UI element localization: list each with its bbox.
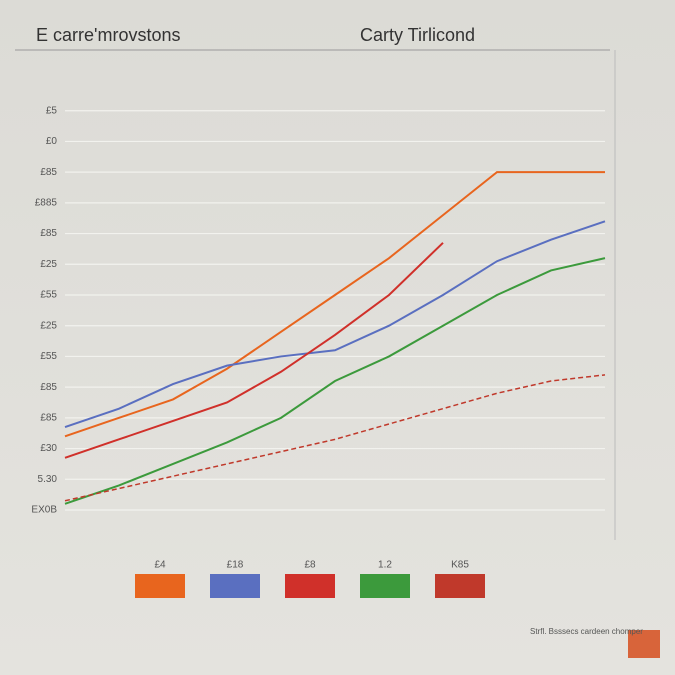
- series-line: [64, 257, 606, 505]
- note: Strfl. Bsssecs cardeen chomper: [530, 627, 643, 636]
- y-tick-label: £0: [46, 136, 58, 147]
- series-line: [64, 242, 444, 459]
- legend-swatch: [435, 574, 485, 598]
- y-tick-label: £85: [40, 412, 57, 423]
- y-tick-label: £85: [40, 228, 57, 239]
- legend-label: £8: [304, 560, 316, 571]
- series-line: [64, 220, 606, 429]
- series-line: [64, 374, 606, 502]
- legend-label: K85: [451, 560, 469, 571]
- chart-title: Carty Tirlicond: [360, 25, 475, 45]
- series-line: [64, 171, 605, 438]
- legend-swatch: [210, 574, 260, 598]
- y-tick-label: £55: [40, 351, 57, 362]
- y-tick-label: £25: [40, 320, 57, 331]
- legend-label: £4: [154, 560, 166, 571]
- chart-subtitle: E carre'mrovstons: [36, 25, 180, 45]
- y-tick-label: £5: [46, 105, 58, 116]
- logo-badge: [628, 630, 660, 658]
- legend-swatch: [135, 574, 185, 598]
- y-tick-label: £30: [40, 443, 57, 454]
- y-tick-label: £25: [40, 259, 57, 270]
- y-tick-label: EX0B: [31, 505, 57, 516]
- legend-label: 1.2: [378, 560, 392, 571]
- y-tick-label: £85: [40, 167, 57, 178]
- y-tick-label: £55: [40, 290, 57, 301]
- legend-label: £18: [227, 560, 244, 571]
- y-tick-label: £885: [35, 197, 58, 208]
- y-tick-label: 5.30: [38, 474, 58, 485]
- legend-swatch: [360, 574, 410, 598]
- legend-swatch: [285, 574, 335, 598]
- y-tick-label: £85: [40, 382, 57, 393]
